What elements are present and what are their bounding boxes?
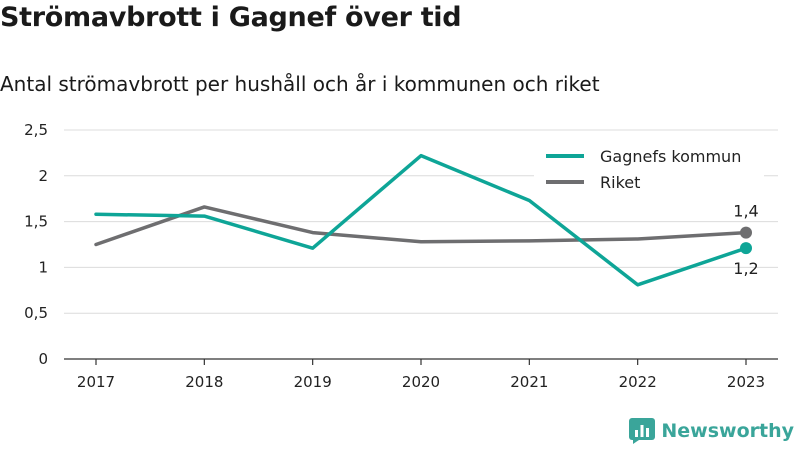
brand-logo: Newsworthy xyxy=(629,418,794,444)
y-tick-label: 0,5 xyxy=(24,304,48,322)
end-point xyxy=(740,242,752,255)
series-line xyxy=(94,153,748,287)
bar-chart-icon xyxy=(629,418,656,444)
end-labels: 1,2 1,4 xyxy=(733,202,758,279)
chart-subtitle: Antal strömavbrott per hushåll och år i … xyxy=(0,72,600,96)
brand-name: Newsworthy xyxy=(661,420,794,442)
x-tick-label: 2020 xyxy=(402,373,440,391)
y-tick-label: 0 xyxy=(38,350,48,368)
end-point xyxy=(740,226,752,239)
legend-background xyxy=(534,140,764,200)
y-tick-label: 1,5 xyxy=(24,213,48,231)
legend-label: Riket xyxy=(600,173,640,192)
y-axis-ticks: 0 0,5 1 1,5 2 2,5 xyxy=(24,121,48,368)
y-tick-label: 2,5 xyxy=(24,121,48,139)
x-tick-label: 2021 xyxy=(510,373,548,391)
y-tick-label: 1 xyxy=(38,258,48,276)
x-tick-label: 2022 xyxy=(619,373,657,391)
x-tick-label: 2017 xyxy=(77,373,115,391)
x-tick-label: 2018 xyxy=(185,373,223,391)
x-tick-label: 2023 xyxy=(727,373,765,391)
chart-title: Strömavbrott i Gagnef över tid xyxy=(0,2,462,33)
series-line xyxy=(94,205,748,247)
end-value-label: 1,2 xyxy=(733,259,758,278)
y-tick-label: 2 xyxy=(38,167,48,185)
x-tick-label: 2019 xyxy=(294,373,332,391)
legend-label: Gagnefs kommun xyxy=(600,147,741,166)
end-value-label: 1,4 xyxy=(733,202,758,221)
x-axis: 2017 2018 2019 2020 2021 2022 2023 xyxy=(64,358,778,391)
legend: Gagnefs kommun Riket xyxy=(534,140,764,200)
series-lines xyxy=(94,153,752,287)
